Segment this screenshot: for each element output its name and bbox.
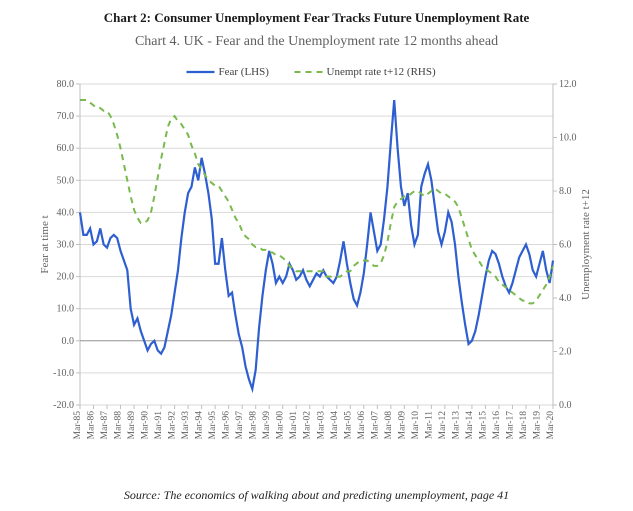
svg-text:Mar-16: Mar-16 [492,411,502,440]
svg-text:Mar-89: Mar-89 [127,411,137,440]
svg-text:70.0: 70.0 [57,111,75,122]
svg-text:50.0: 50.0 [57,175,75,186]
svg-text:Mar-93: Mar-93 [181,411,191,440]
svg-text:Mar-91: Mar-91 [154,411,164,440]
svg-text:8.0: 8.0 [559,186,572,197]
svg-text:Mar-88: Mar-88 [114,411,124,440]
svg-text:Mar-87: Mar-87 [100,411,110,440]
svg-text:Mar-17: Mar-17 [505,411,515,440]
svg-text:Mar-08: Mar-08 [384,411,394,440]
svg-text:10.0: 10.0 [57,304,75,315]
svg-text:0.0: 0.0 [62,336,75,347]
svg-text:Mar-15: Mar-15 [478,411,488,440]
svg-text:Mar-02: Mar-02 [303,411,313,440]
svg-text:Mar-14: Mar-14 [465,411,475,440]
svg-text:2.0: 2.0 [559,347,572,358]
svg-text:40.0: 40.0 [57,207,75,218]
svg-text:Mar-20: Mar-20 [546,411,556,440]
svg-text:Mar-06: Mar-06 [357,411,367,440]
svg-text:Mar-12: Mar-12 [438,411,448,440]
svg-text:Mar-18: Mar-18 [519,411,529,440]
svg-text:Mar-13: Mar-13 [451,411,461,440]
svg-text:Mar-04: Mar-04 [330,411,340,440]
svg-text:-20.0: -20.0 [53,400,74,411]
svg-text:6.0: 6.0 [559,240,572,251]
svg-text:Mar-10: Mar-10 [411,411,421,440]
svg-text:Mar-00: Mar-00 [276,411,286,440]
svg-text:Mar-86: Mar-86 [87,411,97,440]
svg-text:Mar-96: Mar-96 [222,411,232,440]
svg-text:Fear (LHS): Fear (LHS) [219,66,270,78]
svg-text:Mar-11: Mar-11 [424,411,434,439]
svg-text:Mar-03: Mar-03 [316,411,326,440]
svg-text:-10.0: -10.0 [53,368,74,379]
svg-text:Unemployment rate t+12: Unemployment rate t+12 [580,189,592,300]
svg-text:30.0: 30.0 [57,240,75,251]
svg-text:Mar-07: Mar-07 [370,411,380,440]
svg-text:Mar-92: Mar-92 [168,411,178,440]
svg-text:80.0: 80.0 [57,79,75,90]
svg-text:Unempt rate t+12 (RHS): Unempt rate t+12 (RHS) [327,66,436,78]
svg-text:Mar-99: Mar-99 [262,411,272,440]
svg-text:Mar-94: Mar-94 [195,411,205,440]
svg-text:60.0: 60.0 [57,143,75,154]
plot-svg: -20.0 -10.0 0.0 10.0 20.0 30.0 40.0 50.0 60.0 70.… [34,56,599,467]
svg-text:10.0: 10.0 [559,133,577,144]
svg-text:Mar-85: Mar-85 [73,411,83,440]
svg-text:Mar-90: Mar-90 [141,411,151,440]
svg-text:20.0: 20.0 [57,272,75,283]
svg-text:Mar-19: Mar-19 [532,411,542,440]
chart-area: -20.0 -10.0 0.0 10.0 20.0 30.0 40.0 50.0 60.0 70.… [34,56,599,467]
svg-text:Mar-95: Mar-95 [208,411,218,440]
legend: Fear (LHS) Unempt rate t+12 (RHS) [187,66,436,78]
svg-text:Mar-05: Mar-05 [343,411,353,440]
inner-title: Chart 4. UK - Fear and the Unemployment … [0,34,633,50]
svg-text:0.0: 0.0 [559,400,572,411]
source-caption: Source: The economics of walking about a… [0,488,633,503]
chart-page: { "outer_title": "Chart 2: Consumer Unem… [0,0,633,511]
svg-text:Mar-97: Mar-97 [235,411,245,440]
svg-text:12.0: 12.0 [559,79,577,90]
svg-text:4.0: 4.0 [559,293,572,304]
svg-text:Mar-98: Mar-98 [249,411,259,440]
svg-text:Fear at time t: Fear at time t [39,215,51,273]
svg-text:Mar-01: Mar-01 [289,411,299,440]
svg-text:Mar-09: Mar-09 [397,411,407,440]
outer-title: Chart 2: Consumer Unemployment Fear Trac… [0,10,633,26]
